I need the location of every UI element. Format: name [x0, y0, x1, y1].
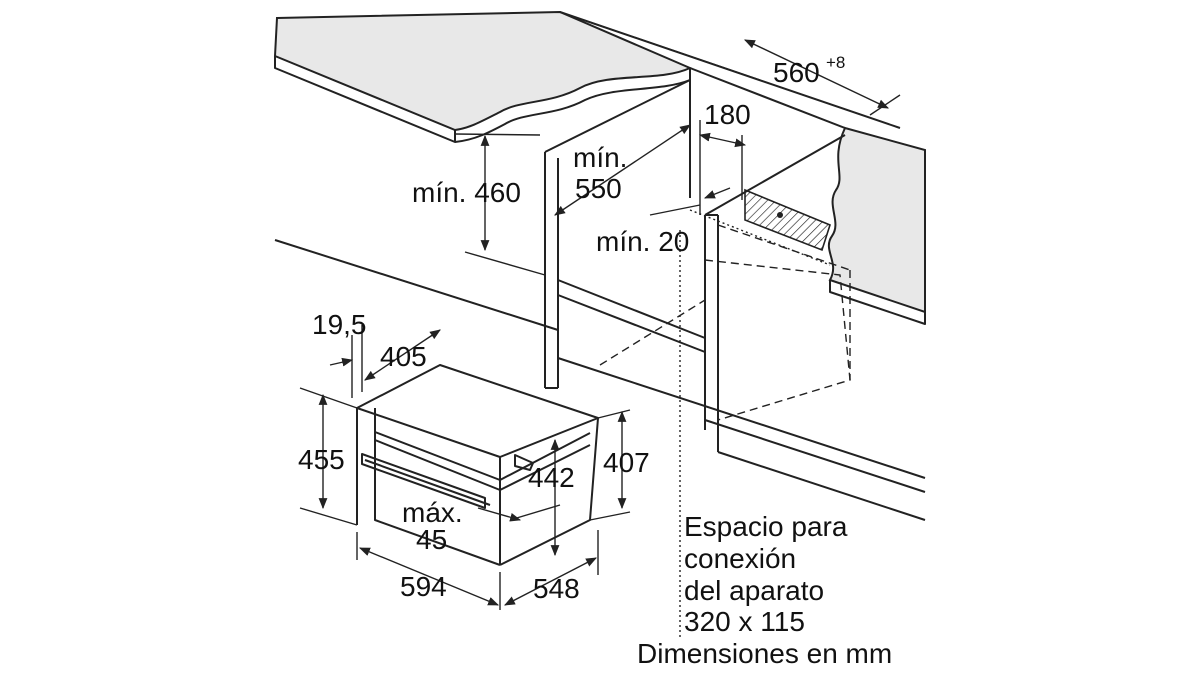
note-connection-space: Espacio para	[684, 511, 848, 542]
dim-min-gap: mín. 20	[596, 226, 690, 257]
note-appliance: del aparato	[684, 575, 825, 606]
upper-counter-left	[273, 10, 693, 132]
dim-protrusion-value: 45	[416, 524, 448, 555]
note-units: Dimensiones en mm	[637, 638, 893, 669]
dim-total-height: 455	[298, 444, 345, 475]
dim-niche-width: 560	[773, 57, 820, 88]
dim-niche-tolerance: +8	[826, 53, 846, 72]
socket-area	[744, 188, 831, 252]
dim-min-height: mín. 460	[412, 177, 521, 208]
dim-total-width: 594	[400, 571, 447, 602]
dim-rear-height: 407	[603, 447, 650, 478]
dim-side-depth: 405	[380, 341, 427, 372]
dim-min-depth-label: mín.	[573, 142, 628, 173]
upper-counter-right	[827, 126, 926, 314]
dim-min-depth-value: 550	[575, 173, 622, 204]
oven-dimension-lines	[299, 325, 631, 610]
note-connection: conexión	[684, 543, 797, 574]
dim-protrusion-label: máx.	[402, 497, 463, 528]
cabinet-niche	[273, 10, 926, 640]
note-connection-size: 320 x 115	[684, 606, 805, 637]
dim-front-offset: 19,5	[312, 309, 367, 340]
dim-socket-offset: 180	[704, 99, 751, 130]
dim-body-height: 442	[528, 462, 575, 493]
cabinet-dimension-lines	[454, 11, 901, 276]
dim-body-depth: 548	[533, 573, 580, 604]
